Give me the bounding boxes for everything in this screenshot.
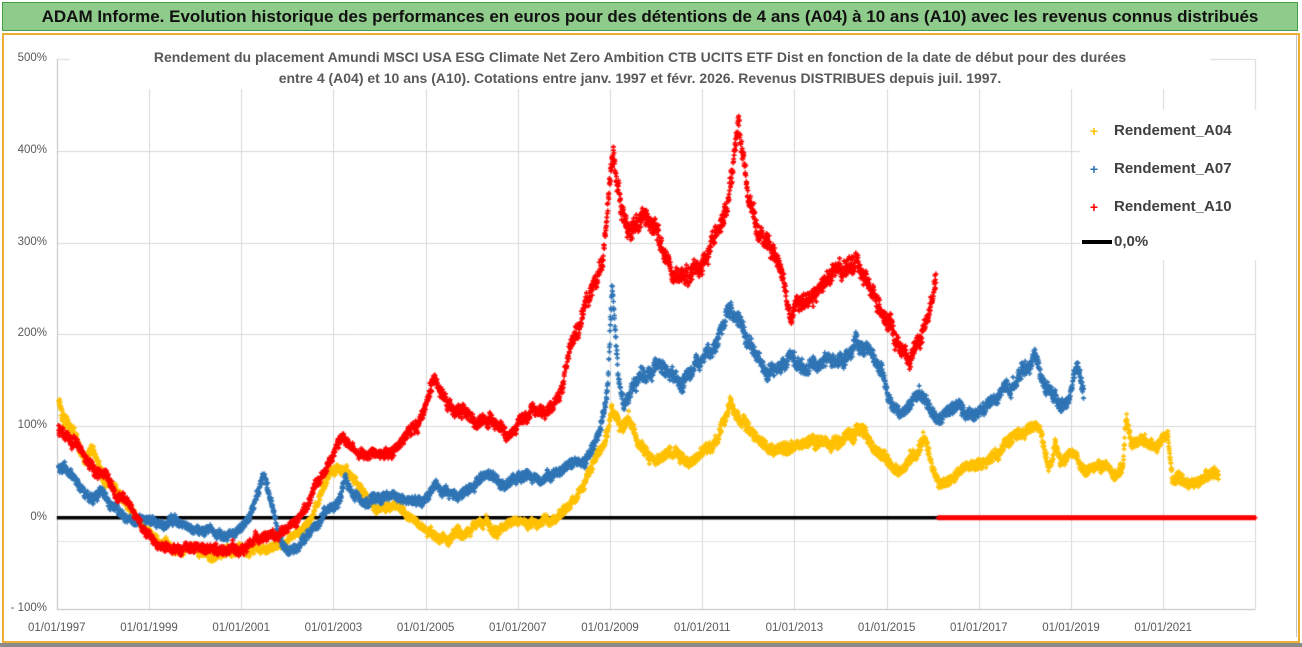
x-tick-label: 01/01/1997 bbox=[28, 622, 86, 634]
y-tick-label: 500% bbox=[17, 52, 47, 65]
window-bottom-edge bbox=[0, 643, 1302, 647]
x-tick-label: 01/01/2005 bbox=[396, 622, 455, 634]
legend-label: 0,0% bbox=[1114, 233, 1149, 250]
x-tick-label: 01/01/2003 bbox=[304, 622, 363, 634]
chart-title-line1: Rendement du placement Amundi MSCI USA E… bbox=[153, 49, 1127, 65]
plus-marker-icon: + bbox=[1089, 123, 1099, 139]
x-tick-label: 01/01/2015 bbox=[857, 622, 916, 634]
legend-label: Rendement_A07 bbox=[1114, 160, 1232, 177]
legend-label: Rendement_A04 bbox=[1114, 122, 1232, 139]
zero-line-swatch bbox=[1082, 240, 1112, 244]
y-tick-label: 400% bbox=[17, 144, 47, 157]
x-tick-label: 01/01/2001 bbox=[212, 622, 270, 634]
y-tick-label: 200% bbox=[17, 327, 47, 340]
y-tick-label: 0% bbox=[30, 510, 47, 523]
chart-title-line2: entre 4 (A04) et 10 ans (A10). Cotations… bbox=[278, 70, 1002, 86]
legend: + Rendement_A04 + Rendement_A07 + Rendement_A… bbox=[1080, 110, 1296, 260]
report-title: ADAM Informe. Evolution historique des p… bbox=[41, 7, 1259, 26]
x-tick-label: 01/01/2011 bbox=[673, 622, 731, 634]
legend-item-0-0-[interactable]: 0,0% bbox=[1080, 230, 1296, 254]
x-tick-label: 01/01/1999 bbox=[120, 622, 178, 634]
x-tick-label: 01/01/2007 bbox=[489, 622, 547, 634]
legend-item-rendement-a04[interactable]: + Rendement_A04 bbox=[1080, 119, 1296, 143]
y-tick-label: - 100% bbox=[10, 602, 47, 615]
x-tick-label: 01/01/2017 bbox=[950, 622, 1008, 634]
y-tick-label: 100% bbox=[17, 419, 47, 432]
x-tick-label: 01/01/2009 bbox=[581, 622, 639, 634]
x-tick-label: 01/01/2019 bbox=[1042, 622, 1100, 634]
chart-title: Rendement du placement Amundi MSCI USA E… bbox=[70, 47, 1210, 89]
legend-item-rendement-a10[interactable]: + Rendement_A10 bbox=[1080, 195, 1296, 219]
x-tick-label: 01/01/2021 bbox=[1134, 622, 1192, 634]
legend-item-rendement-a07[interactable]: + Rendement_A07 bbox=[1080, 157, 1296, 181]
plus-marker-icon: + bbox=[1089, 199, 1099, 215]
x-tick-label: 01/01/2013 bbox=[765, 622, 824, 634]
report-header-bar: ADAM Informe. Evolution historique des p… bbox=[2, 2, 1298, 31]
plus-marker-icon: + bbox=[1089, 161, 1099, 177]
y-tick-label: 300% bbox=[17, 235, 47, 248]
legend-label: Rendement_A10 bbox=[1114, 198, 1232, 215]
